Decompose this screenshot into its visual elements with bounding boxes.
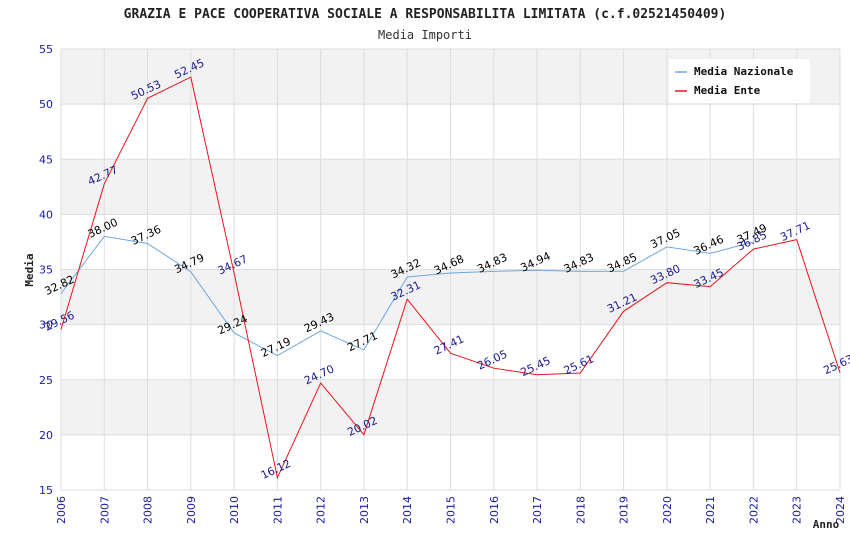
grid-lines (60, 48, 841, 491)
y-tick-label: 50 (39, 98, 53, 111)
y-axis-ticks: 15 20 25 30 35 40 45 50 55 (39, 43, 53, 497)
x-tick-label: 2022 (747, 496, 760, 524)
chart-title: GRAZIA E PACE COOPERATIVA SOCIALE A RESP… (124, 7, 727, 22)
x-tick-label: 2018 (574, 496, 587, 524)
x-tick-label: 2021 (704, 496, 717, 524)
y-tick-label: 30 (39, 319, 53, 332)
x-tick-label: 2012 (315, 496, 328, 524)
x-tick-label: 2010 (228, 496, 241, 524)
x-tick-label: 2016 (488, 496, 501, 524)
chart-subtitle: Media Importi (378, 28, 472, 42)
x-tick-label: 2008 (142, 496, 155, 524)
legend-label-media-ente: Media Ente (694, 84, 761, 97)
x-tick-label: 2015 (445, 496, 458, 524)
y-axis-label: Media (23, 253, 36, 286)
x-tick-label: 2011 (271, 496, 284, 524)
y-tick-label: 20 (39, 429, 53, 442)
x-tick-label: 2006 (55, 496, 68, 524)
legend: Media Nazionale Media Ente (669, 59, 810, 103)
y-tick-label: 25 (39, 374, 53, 387)
y-tick-label: 40 (39, 208, 53, 221)
x-tick-label: 2009 (185, 496, 198, 524)
y-tick-label: 15 (39, 484, 53, 497)
x-tick-label: 2024 (834, 496, 847, 524)
series-line-media-nazionale (60, 235, 754, 357)
x-tick-label: 2007 (98, 496, 111, 524)
legend-box (669, 59, 810, 103)
x-axis-label: Anno (813, 518, 840, 531)
x-tick-label: 2023 (791, 496, 804, 524)
series-lines (60, 76, 841, 480)
x-tick-label: 2019 (618, 496, 631, 524)
x-tick-label: 2013 (358, 496, 371, 524)
y-tick-label: 35 (39, 264, 53, 277)
series-line-media-ente (60, 76, 841, 480)
x-tick-label: 2014 (401, 496, 414, 524)
x-axis-ticks: 2006 2007 2008 2009 2010 2011 2012 2013 2014 2015… (55, 496, 847, 524)
y-tick-label: 45 (39, 153, 53, 166)
x-tick-label: 2017 (531, 496, 544, 524)
x-tick-label: 2020 (661, 496, 674, 524)
legend-label-media-nazionale: Media Nazionale (694, 65, 794, 78)
y-tick-label: 55 (39, 43, 53, 56)
